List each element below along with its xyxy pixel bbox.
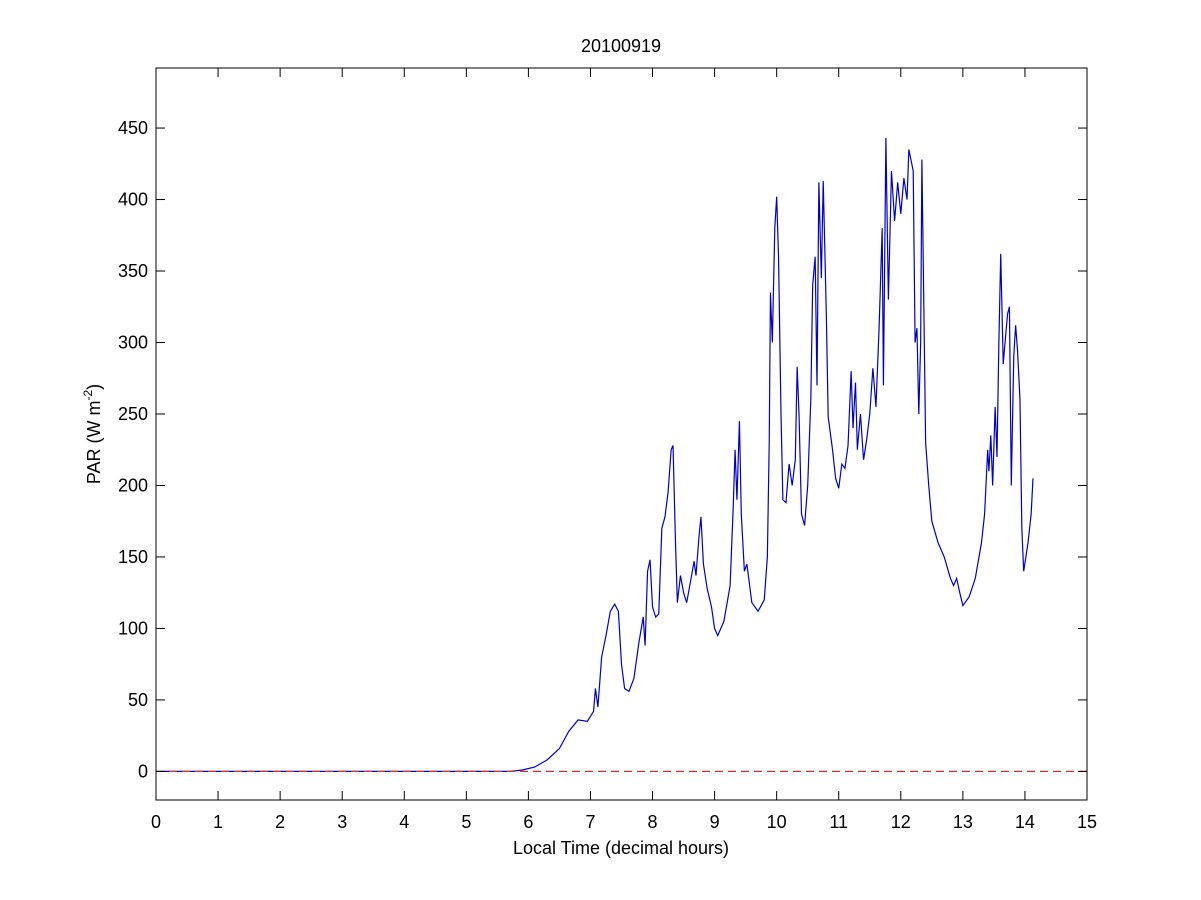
x-tick-label: 15	[1077, 812, 1097, 832]
axes-box	[155, 67, 1088, 801]
y-tick-label: 0	[138, 761, 148, 781]
y-tick-label: 100	[118, 618, 148, 638]
x-tick-label: 7	[585, 812, 595, 832]
x-tick-label: 6	[523, 812, 533, 832]
chart-title: 20100919	[581, 36, 661, 56]
x-tick-label: 1	[213, 812, 223, 832]
y-tick-label: 400	[118, 190, 148, 210]
y-tick-label: 300	[118, 333, 148, 353]
y-tick-label: 450	[118, 118, 148, 138]
y-label-end: )	[84, 384, 104, 390]
x-tick-label: 13	[953, 812, 973, 832]
x-tick-label: 14	[1015, 812, 1035, 832]
y-tick-label: 200	[118, 475, 148, 495]
y-label-text: PAR (W m	[84, 401, 104, 485]
y-tick-label: 50	[128, 690, 148, 710]
x-tick-label: 0	[151, 812, 161, 832]
x-tick-label: 9	[710, 812, 720, 832]
x-tick-label: 10	[767, 812, 787, 832]
x-tick-label: 2	[275, 812, 285, 832]
x-tick-label: 3	[337, 812, 347, 832]
y-axis-label: PAR (W m-2)	[81, 384, 104, 484]
y-tick-label: 150	[118, 547, 148, 567]
x-axis-label: Local Time (decimal hours)	[513, 838, 729, 858]
x-tick-label: 5	[461, 812, 471, 832]
x-tick-label: 12	[891, 812, 911, 832]
y-tick-label: 350	[118, 261, 148, 281]
y-tick-label: 250	[118, 404, 148, 424]
x-tick-label: 8	[648, 812, 658, 832]
x-tick-label: 11	[829, 812, 848, 832]
y-label-sup: -2	[81, 390, 95, 401]
data-line	[156, 138, 1034, 773]
x-tick-label: 4	[399, 812, 409, 832]
